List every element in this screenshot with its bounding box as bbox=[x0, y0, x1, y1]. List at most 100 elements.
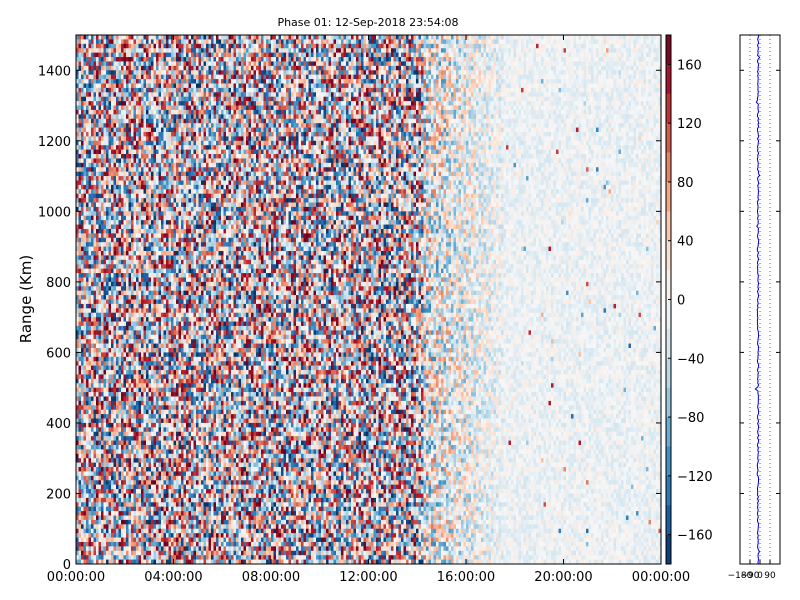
heatmap-cell bbox=[144, 61, 147, 66]
heatmap-cell bbox=[119, 101, 122, 106]
heatmap-cell bbox=[146, 176, 149, 181]
heatmap-cell bbox=[134, 529, 137, 534]
heatmap-cell bbox=[136, 361, 139, 366]
heatmap-cell bbox=[119, 538, 122, 543]
heatmap-cell bbox=[134, 163, 137, 168]
heatmap-cell bbox=[161, 35, 164, 40]
heatmap-cell bbox=[111, 260, 114, 265]
heatmap-cell bbox=[124, 242, 127, 247]
heatmap-cell bbox=[96, 158, 99, 163]
heatmap-cell bbox=[159, 75, 162, 80]
heatmap-cell bbox=[126, 273, 129, 278]
heatmap-cell bbox=[109, 366, 112, 371]
heatmap-cell bbox=[139, 238, 142, 243]
heatmap-cell bbox=[141, 467, 144, 472]
heatmap-cell bbox=[86, 145, 89, 150]
heatmap-cell bbox=[151, 339, 154, 344]
heatmap-cell bbox=[129, 79, 132, 84]
heatmap-cell bbox=[99, 344, 102, 349]
heatmap-cell bbox=[86, 123, 89, 128]
heatmap-cell bbox=[151, 229, 154, 234]
heatmap-cell bbox=[121, 463, 124, 468]
heatmap-cell bbox=[139, 291, 142, 296]
heatmap-cell bbox=[116, 432, 119, 437]
heatmap-cell bbox=[136, 185, 139, 190]
heatmap-cell bbox=[104, 136, 107, 141]
heatmap-cell bbox=[141, 480, 144, 485]
heatmap-cell bbox=[89, 189, 92, 194]
heatmap-cell bbox=[124, 207, 127, 212]
heatmap-cell bbox=[169, 88, 172, 93]
heatmap-cell bbox=[164, 216, 167, 221]
heatmap-cell bbox=[139, 35, 142, 40]
heatmap-cell bbox=[124, 427, 127, 432]
heatmap-cell bbox=[164, 238, 167, 243]
heatmap-cell bbox=[96, 326, 99, 331]
heatmap-cell bbox=[134, 180, 137, 185]
heatmap-cell bbox=[86, 348, 89, 353]
heatmap-cell bbox=[139, 449, 142, 454]
heatmap-cell bbox=[136, 357, 139, 362]
heatmap-cell bbox=[109, 61, 112, 66]
heatmap-cell bbox=[94, 427, 97, 432]
heatmap-cell bbox=[84, 511, 87, 516]
heatmap-cell bbox=[91, 75, 94, 80]
heatmap-cell bbox=[94, 467, 97, 472]
heatmap-cell bbox=[164, 498, 167, 503]
heatmap-cell bbox=[146, 180, 149, 185]
heatmap-cell bbox=[171, 374, 174, 379]
heatmap-cell bbox=[176, 538, 179, 543]
heatmap-cell bbox=[104, 313, 107, 318]
heatmap-cell bbox=[166, 485, 169, 490]
heatmap-cell bbox=[141, 136, 144, 141]
heatmap-cell bbox=[116, 70, 119, 75]
heatmap-cell bbox=[161, 383, 164, 388]
heatmap-cell bbox=[174, 410, 177, 415]
heatmap-cell bbox=[126, 405, 129, 410]
heatmap-cell bbox=[179, 163, 182, 168]
heatmap-cell bbox=[114, 123, 117, 128]
heatmap-cell bbox=[116, 410, 119, 415]
heatmap-cell bbox=[96, 352, 99, 357]
heatmap-cell bbox=[114, 189, 117, 194]
heatmap-cell bbox=[126, 458, 129, 463]
heatmap-cell bbox=[134, 476, 137, 481]
heatmap-cell bbox=[109, 520, 112, 525]
heatmap-cell bbox=[136, 158, 139, 163]
heatmap-cell bbox=[129, 136, 132, 141]
heatmap-cell bbox=[146, 114, 149, 119]
heatmap-cell bbox=[89, 92, 92, 97]
heatmap-cell bbox=[149, 383, 152, 388]
heatmap-cell bbox=[104, 489, 107, 494]
heatmap-cell bbox=[106, 361, 109, 366]
heatmap-cell bbox=[79, 498, 82, 503]
heatmap-cell bbox=[161, 260, 164, 265]
heatmap-cell bbox=[176, 352, 179, 357]
heatmap-cell bbox=[99, 480, 102, 485]
heatmap-cell bbox=[176, 97, 179, 102]
heatmap-cell bbox=[111, 352, 114, 357]
heatmap-cell bbox=[86, 467, 89, 472]
heatmap-cell bbox=[164, 158, 167, 163]
heatmap-cell bbox=[179, 92, 182, 97]
heatmap-cell bbox=[166, 145, 169, 150]
heatmap-cell bbox=[139, 524, 142, 529]
heatmap-cell bbox=[144, 454, 147, 459]
heatmap-cell bbox=[136, 70, 139, 75]
heatmap-cell bbox=[141, 445, 144, 450]
heatmap-cell bbox=[149, 454, 152, 459]
heatmap-cell bbox=[129, 225, 132, 230]
heatmap-cell bbox=[121, 366, 124, 371]
heatmap-cell bbox=[124, 511, 127, 516]
heatmap-cell bbox=[116, 313, 119, 318]
heatmap-cell bbox=[171, 203, 174, 208]
heatmap-cell bbox=[174, 136, 177, 141]
heatmap-cell bbox=[164, 145, 167, 150]
heatmap-cell bbox=[161, 313, 164, 318]
heatmap-cell bbox=[106, 106, 109, 111]
heatmap-cell bbox=[171, 150, 174, 155]
heatmap-cell bbox=[154, 176, 157, 181]
heatmap-cell bbox=[101, 172, 104, 177]
heatmap-cell bbox=[144, 163, 147, 168]
heatmap-cell bbox=[119, 546, 122, 551]
